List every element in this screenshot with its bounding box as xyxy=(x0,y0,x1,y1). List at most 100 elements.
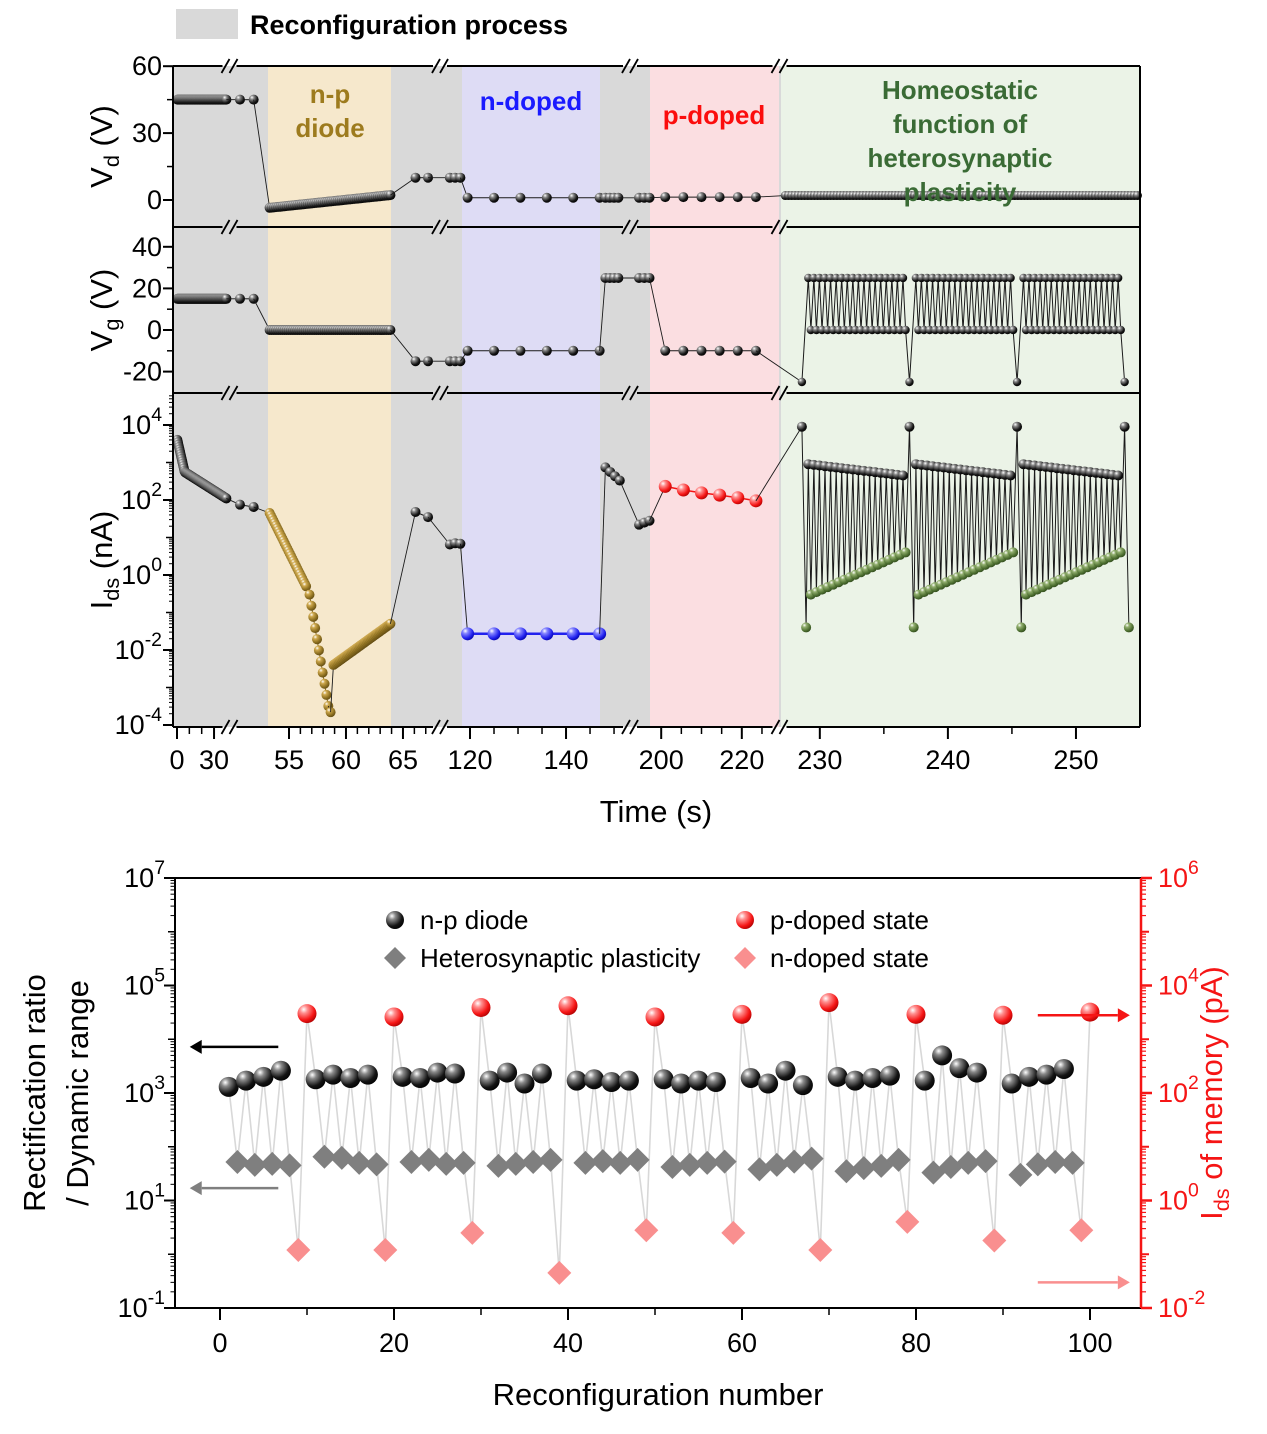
ids-connector xyxy=(459,543,469,634)
vd-point xyxy=(515,192,526,203)
axis-break-mark xyxy=(770,385,781,401)
time-tick-label: 30 xyxy=(199,745,229,775)
vg-point xyxy=(732,345,743,356)
ids-point xyxy=(898,470,909,481)
p-doped-point xyxy=(297,1004,317,1024)
ids-point xyxy=(731,491,745,505)
right-tick-label: 10-2 xyxy=(1158,1287,1205,1323)
heterosynaptic-point xyxy=(225,1150,250,1175)
heterosynaptic-point xyxy=(1043,1150,1068,1175)
n-doped-point xyxy=(895,1209,920,1234)
ids-point xyxy=(319,678,330,689)
np-diode-point xyxy=(305,1069,326,1090)
axis-break-mark xyxy=(629,719,639,735)
ids-point xyxy=(796,421,807,432)
legend-label-1: Heterosynaptic plasticity xyxy=(420,943,700,973)
p-doped-point xyxy=(1080,1002,1100,1022)
heterosynaptic-point xyxy=(503,1151,528,1176)
np-diode-point xyxy=(566,1070,587,1091)
ids-connector xyxy=(389,511,416,624)
ids-point xyxy=(1123,622,1134,633)
vd-point xyxy=(462,192,473,203)
ids-tick-label: 100 xyxy=(121,554,162,590)
left-tick-label: 103 xyxy=(124,1072,165,1108)
red-arrow-head xyxy=(1117,1008,1130,1023)
bottom-axes: 107 105 103 101 10-1 106 104 102 100 10-2 0 20 40 60 8… xyxy=(17,857,1234,1412)
vg-point xyxy=(1113,273,1123,283)
ids-series xyxy=(172,421,1134,718)
n-doped-point xyxy=(808,1237,833,1262)
axis-break-mark xyxy=(431,219,441,235)
region-band-np-diode xyxy=(268,66,391,727)
ids-connector xyxy=(599,467,606,634)
axis-break-mark xyxy=(778,219,789,235)
ids-point xyxy=(676,483,690,497)
ids-point xyxy=(904,421,915,432)
axis-break-mark xyxy=(220,58,231,74)
axis-break-mark xyxy=(629,219,639,235)
ids-connector xyxy=(619,480,640,525)
gray-arrow-head xyxy=(189,1181,202,1196)
vg-point xyxy=(901,325,910,335)
region-label-homeostatic: Homeostatic xyxy=(882,75,1038,105)
np-diode-point xyxy=(531,1063,552,1084)
ids-tick-label: 102 xyxy=(121,479,162,515)
p-doped-point xyxy=(384,1007,404,1027)
heterosynaptic-point xyxy=(851,1156,876,1181)
vg-connector xyxy=(599,277,606,351)
np-diode-point xyxy=(827,1066,848,1087)
heterosynaptic-point xyxy=(486,1153,511,1178)
region-band-n-doped xyxy=(462,66,600,727)
vg-series xyxy=(172,273,1129,387)
top-legend: Reconfiguration process xyxy=(176,9,568,40)
p-doped-point xyxy=(732,1004,752,1024)
np-diode-point xyxy=(879,1065,900,1086)
heterosynaptic-point xyxy=(625,1147,650,1172)
right-tick-label: 100 xyxy=(1158,1180,1199,1216)
left-axis-title-line1: Rectification ratio xyxy=(17,974,52,1212)
p-doped-point xyxy=(558,996,578,1016)
heterosynaptic-point xyxy=(677,1152,702,1177)
vg-chain-line-9 xyxy=(801,277,1126,383)
legend-marker-2 xyxy=(736,911,754,929)
ids-point xyxy=(321,689,332,700)
left-tick-label: 101 xyxy=(124,1180,165,1216)
legend-label-3: n-doped state xyxy=(770,943,929,973)
vg-tick-label: 40 xyxy=(132,232,162,262)
vg-point xyxy=(1012,377,1022,387)
legend-label-2: p-doped state xyxy=(770,905,929,935)
heterosynaptic-point xyxy=(782,1149,807,1174)
ids-point xyxy=(410,506,421,517)
heterosynaptic-point xyxy=(312,1144,337,1169)
axis-break-mark xyxy=(439,385,449,401)
ids-point xyxy=(308,611,319,622)
heterosynaptic-point xyxy=(660,1155,685,1180)
axis-break-mark xyxy=(629,58,639,74)
np-diode-point xyxy=(758,1073,779,1094)
heterosynaptic-point xyxy=(747,1157,772,1182)
vd-connector xyxy=(253,99,271,208)
right-tick-label: 106 xyxy=(1158,857,1199,893)
p-doped-point xyxy=(819,993,839,1013)
salmon-arrow-head xyxy=(1117,1275,1130,1290)
vg-tick-label: -20 xyxy=(123,357,162,387)
vg-point xyxy=(797,377,807,387)
vg-point xyxy=(696,345,707,356)
left-tick-label: 10-1 xyxy=(118,1287,165,1323)
ids-connector xyxy=(427,516,451,545)
vg-point xyxy=(898,273,908,283)
ids-point xyxy=(1016,622,1027,633)
ids-point xyxy=(234,499,245,510)
np-diode-point xyxy=(479,1070,500,1091)
np-diode-point xyxy=(862,1068,883,1089)
black-arrow-head xyxy=(189,1039,202,1054)
heterosynaptic-point xyxy=(277,1153,302,1178)
axis-break-mark xyxy=(228,719,239,735)
legend-marker-0 xyxy=(386,911,404,929)
np-diode-point xyxy=(270,1060,291,1081)
ids-point xyxy=(310,623,321,634)
legend-label-0: n-p diode xyxy=(420,905,528,935)
heterosynaptic-point xyxy=(451,1150,476,1175)
np-diode-point xyxy=(497,1062,518,1083)
